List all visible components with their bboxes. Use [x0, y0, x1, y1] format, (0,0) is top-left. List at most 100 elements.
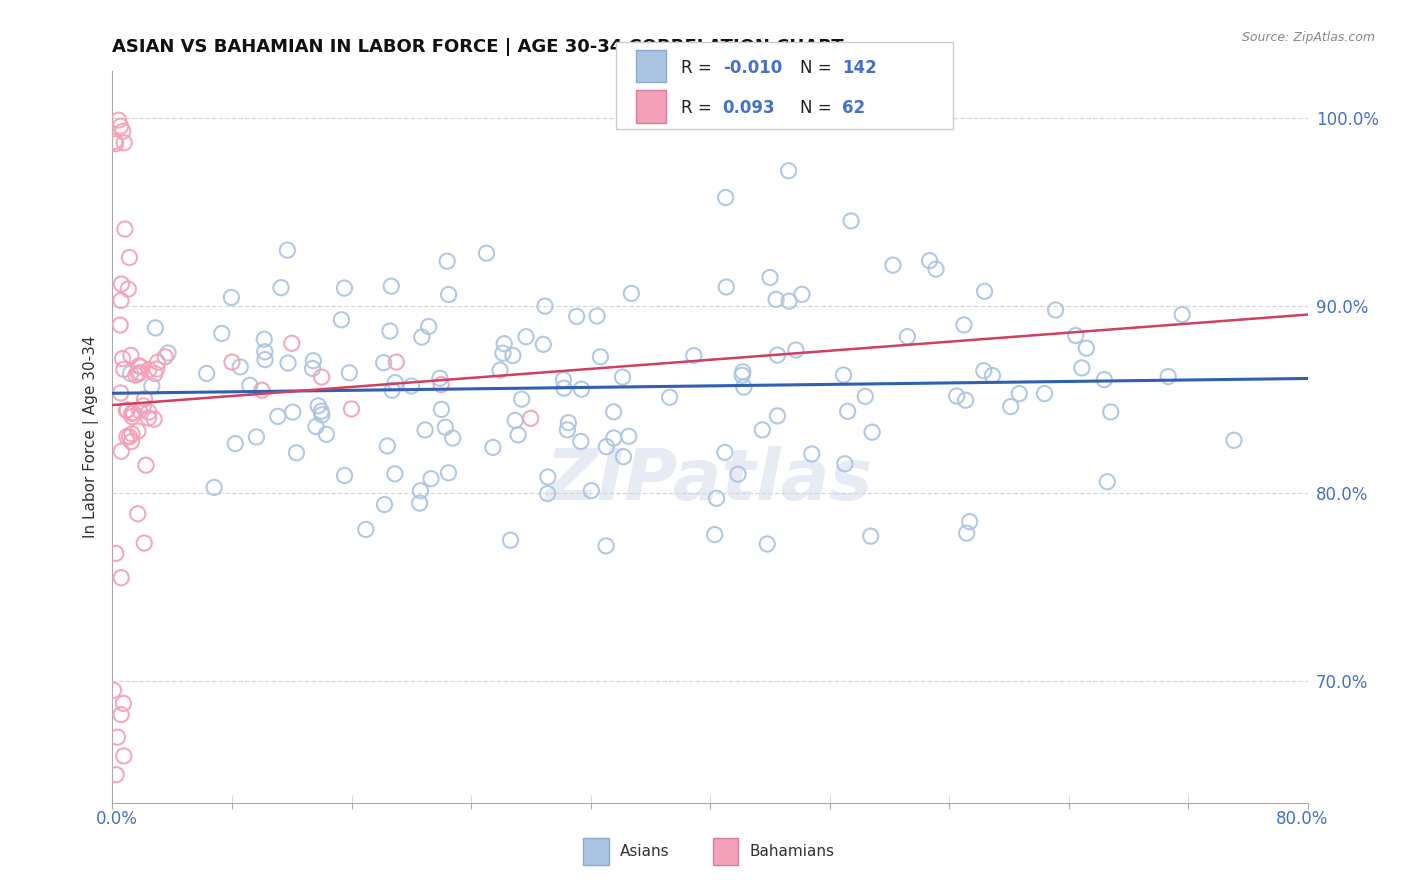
Point	[107, 730, 129, 744]
Point	[120, 348, 142, 362]
Point	[1008, 386, 1031, 401]
Point	[250, 383, 273, 397]
Point	[105, 767, 128, 781]
Point	[132, 399, 155, 413]
Point	[107, 113, 129, 128]
Point	[285, 446, 308, 460]
Point	[955, 393, 977, 408]
Point	[1157, 369, 1180, 384]
Point	[408, 496, 430, 510]
Point	[581, 483, 603, 498]
Point	[224, 436, 246, 450]
Point	[751, 423, 773, 437]
Point	[896, 329, 918, 343]
Point	[499, 533, 522, 548]
Point	[110, 386, 132, 401]
Point	[245, 430, 267, 444]
Point	[127, 367, 149, 381]
Point	[112, 748, 135, 763]
Point	[127, 507, 149, 521]
Point	[122, 406, 145, 420]
Point	[658, 390, 681, 404]
Point	[1097, 475, 1119, 489]
Point	[121, 426, 143, 441]
Point	[114, 222, 136, 236]
Point	[437, 466, 460, 480]
Point	[832, 368, 855, 382]
Point	[134, 392, 156, 406]
Point	[381, 384, 404, 398]
Point	[429, 371, 451, 385]
Point	[311, 370, 333, 384]
Point	[1045, 303, 1067, 318]
Point	[714, 190, 737, 204]
Point	[118, 251, 141, 265]
Point	[882, 258, 904, 272]
Point	[475, 246, 498, 260]
Text: 0.093: 0.093	[723, 99, 775, 118]
Point	[603, 431, 626, 445]
Text: Asians: Asians	[620, 845, 669, 859]
Point	[441, 431, 464, 445]
Point	[276, 243, 298, 257]
Text: 0.0%: 0.0%	[96, 810, 138, 828]
Point	[145, 321, 167, 335]
Point	[945, 389, 967, 403]
Point	[380, 279, 402, 293]
Point	[202, 480, 225, 494]
Point	[384, 467, 406, 481]
Point	[221, 290, 243, 304]
Text: Bahamians: Bahamians	[749, 845, 834, 859]
Point	[373, 498, 395, 512]
Point	[143, 412, 166, 426]
Point	[503, 413, 526, 427]
Point	[138, 362, 160, 376]
Point	[229, 359, 252, 374]
Point	[837, 404, 859, 418]
Point	[489, 363, 512, 377]
Point	[534, 299, 557, 313]
Point	[270, 280, 292, 294]
Point	[492, 346, 515, 360]
Point	[146, 355, 169, 369]
Point	[373, 356, 395, 370]
Point	[103, 683, 125, 698]
Point	[733, 380, 755, 394]
Point	[766, 348, 789, 362]
Point	[502, 349, 524, 363]
Point	[128, 403, 150, 417]
Point	[333, 281, 356, 295]
Point	[834, 457, 856, 471]
Point	[115, 430, 138, 444]
Point	[553, 373, 575, 387]
Point	[703, 527, 725, 541]
Point	[117, 403, 139, 417]
Point	[853, 389, 876, 403]
Point	[384, 376, 406, 390]
Point	[253, 332, 276, 346]
Point	[620, 286, 643, 301]
Point	[981, 368, 1004, 383]
Point	[112, 136, 135, 150]
Point	[120, 367, 142, 381]
Point	[115, 403, 138, 417]
Point	[418, 319, 440, 334]
Point	[536, 486, 558, 500]
Point	[333, 468, 356, 483]
Point	[716, 280, 738, 294]
Point	[281, 336, 304, 351]
Point	[281, 405, 304, 419]
Point	[112, 362, 135, 376]
Point	[117, 282, 139, 296]
Point	[1171, 308, 1194, 322]
Text: 142: 142	[842, 59, 877, 77]
Text: 62: 62	[842, 99, 865, 118]
Point	[959, 515, 981, 529]
Point	[375, 439, 398, 453]
Point	[520, 411, 543, 425]
Point	[141, 379, 163, 393]
Y-axis label: In Labor Force | Age 30-34: In Labor Force | Age 30-34	[83, 335, 98, 539]
Point	[111, 124, 134, 138]
Point	[337, 366, 360, 380]
Point	[1064, 328, 1087, 343]
